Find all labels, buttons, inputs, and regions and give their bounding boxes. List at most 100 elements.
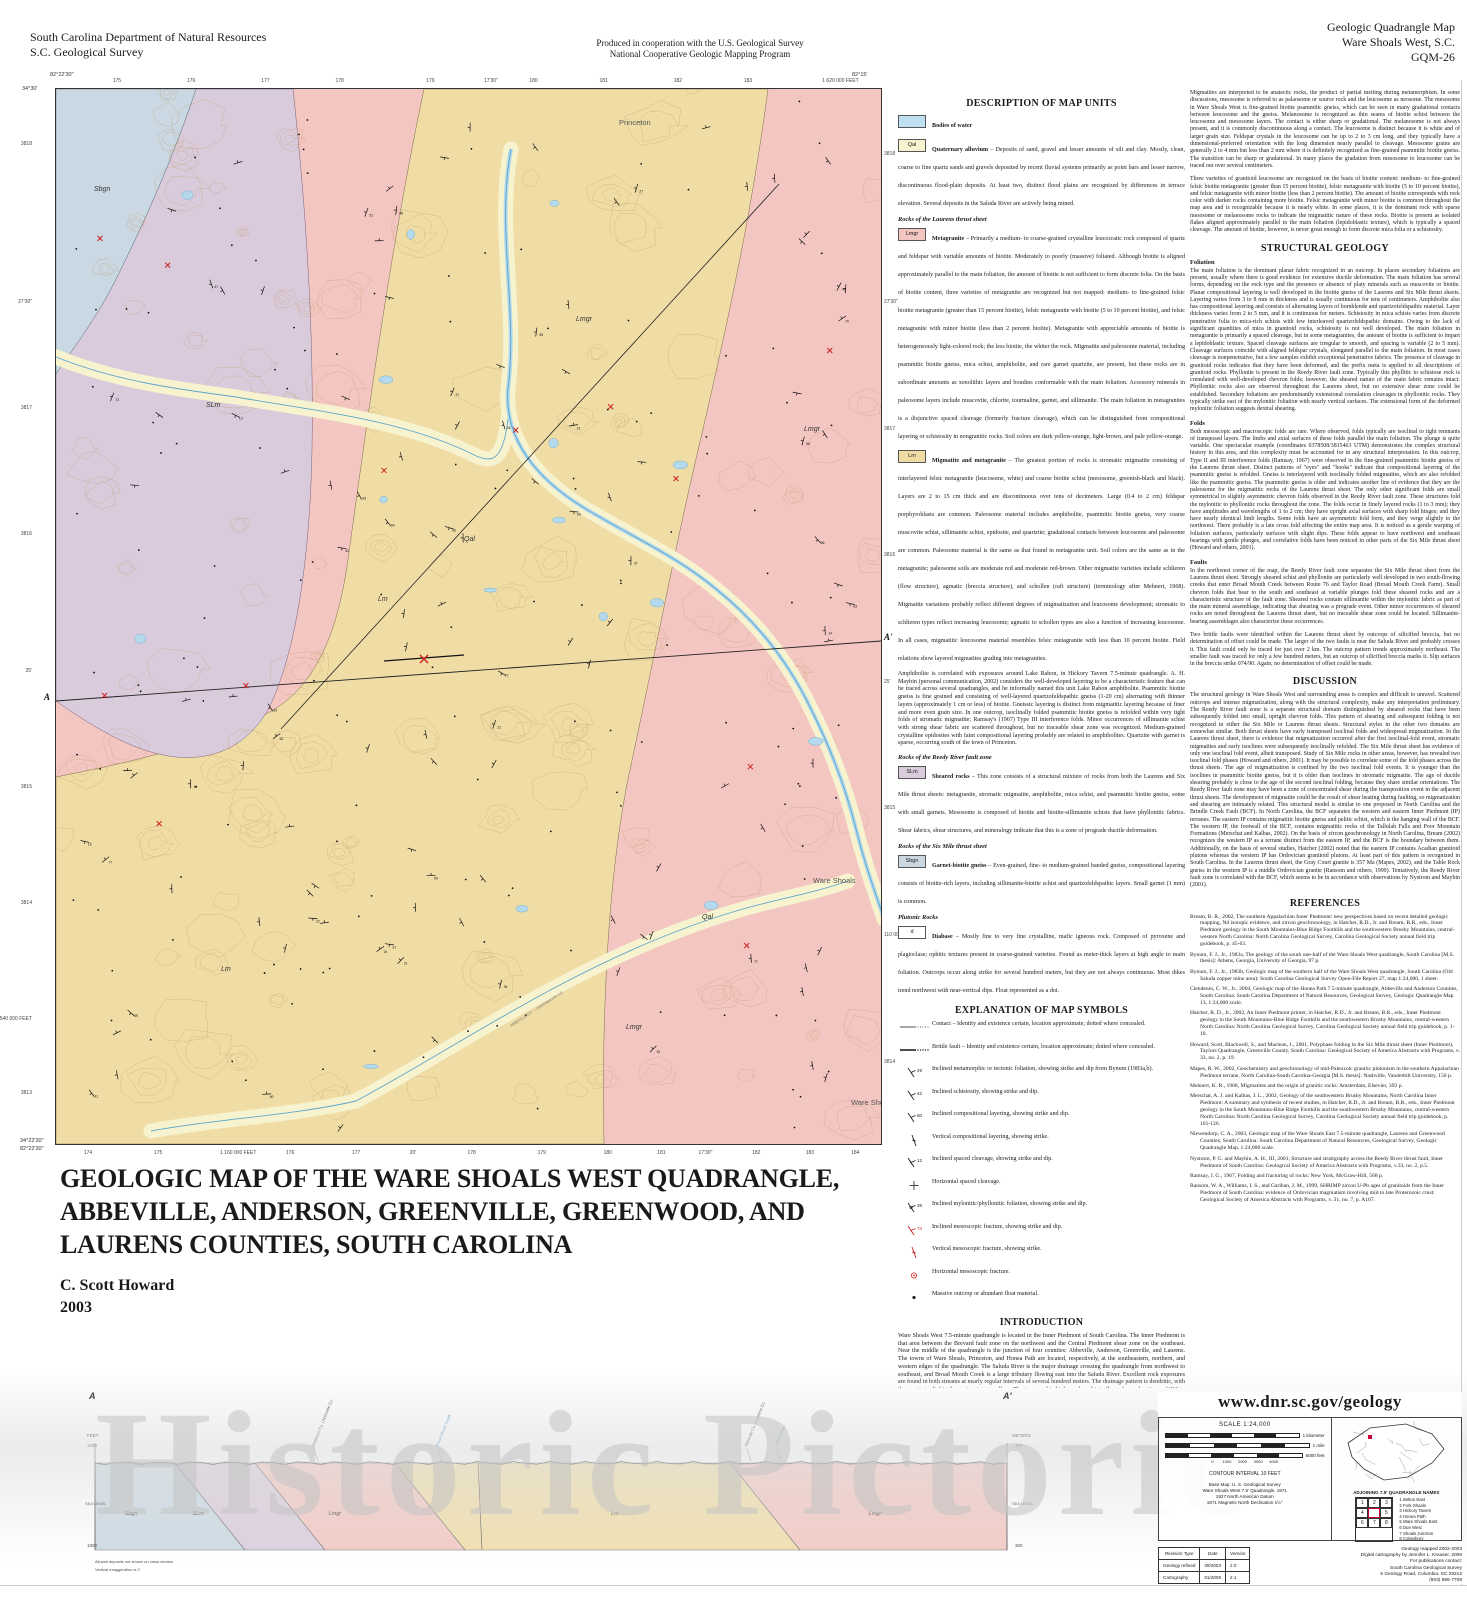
symbol-description: Contact – Identity and existence certain… [932, 1021, 1146, 1028]
scale-bar-segments [1165, 1433, 1300, 1438]
unit-name: Quaternary alluvium [932, 147, 991, 153]
adjoining-quad-cell: 7 [1368, 1518, 1381, 1528]
svg-text:12: 12 [917, 1158, 923, 1163]
symbol-description: Inclined compositional layering, showing… [932, 1111, 1070, 1118]
svg-text:65: 65 [452, 529, 456, 533]
graticule-label: 177 [352, 1150, 361, 1156]
symbol-description: Horizontal mesoscopic fracture. [932, 1268, 1011, 1275]
scale-bar-label: 5000 feet [1305, 1453, 1325, 1458]
structural-paragraph: Both mesoscopic and macroscopic folds ar… [1190, 428, 1460, 552]
series-header: Geologic Quadrangle Map Ware Shoals West… [1120, 20, 1455, 65]
symbol-row: Horizontal mesoscopic fracture. [898, 1269, 1185, 1287]
graticule-label: 183 [805, 1150, 815, 1156]
map-unit-entry: Lm Migmatite and metagranite – The greate… [898, 449, 1185, 665]
base-map-credit: Base Map: U. S. Geological Survey Ware Sh… [1163, 1482, 1327, 1506]
corner-coordinate: 82°22'30" [50, 72, 74, 78]
svg-text:71: 71 [754, 959, 758, 963]
coop-line1: Produced in cooperation with the U.S. Ge… [596, 38, 804, 48]
series-line3: GQM-26 [1411, 50, 1455, 64]
reference-item: Bynum, F. J., Jr., 1983a, The geology of… [1190, 951, 1455, 965]
symbol-description: Inclined mylonitic/phyllonitic foliation… [932, 1201, 1088, 1208]
reference-item: Bream, B. R., 2002, The southern Appalac… [1190, 913, 1455, 948]
structural-paragraph: In the northwest corner of the map, the … [1190, 567, 1460, 625]
graticule-label: 179 [426, 78, 435, 84]
section-endpoint-a-prime: A' [884, 632, 893, 642]
graticule-label: 27'30" [18, 299, 32, 305]
symbol-row: 12 Inclined spaced cleavage, showing stri… [898, 1156, 1185, 1174]
contact-line: Digital cartography by Jennifer L. Kraus… [1360, 1553, 1462, 1559]
agency-line2: S.C. Geological Survey [30, 45, 144, 59]
svg-text:63: 63 [853, 605, 857, 609]
symbol-row: Vertical mesoscopic fracture, showing st… [898, 1246, 1185, 1264]
map-author: C. Scott Howard [60, 1277, 175, 1294]
inclined-schistosity-icon: 42 [898, 1089, 932, 1107]
description-of-map-units-title: DESCRIPTION OF MAP UNITS [966, 98, 1117, 109]
graticule-label: 180 [603, 1150, 612, 1156]
svg-text:15: 15 [88, 842, 92, 846]
svg-text:Qal: Qal [702, 914, 713, 921]
svg-text:66: 66 [821, 541, 825, 545]
svg-text:Lm: Lm [221, 966, 231, 973]
svg-text:39: 39 [134, 1014, 138, 1018]
series-line1: Geologic Quadrangle Map [1327, 20, 1455, 34]
svg-text:15: 15 [656, 1050, 660, 1054]
svg-text:42: 42 [917, 1091, 923, 1096]
revision-table-row: Cartography 01/2009 2.1 [1157, 1571, 1251, 1585]
unit-SLm-swatch: SLm [898, 766, 926, 780]
symbol-description: Inclined schistosity, showing strike and… [932, 1088, 1039, 1095]
svg-text:73: 73 [115, 398, 119, 402]
structural-subheading: Foliation [1190, 258, 1215, 266]
graticule-label: 3818 [884, 151, 896, 158]
svg-text:60: 60 [917, 1113, 923, 1118]
svg-text:54: 54 [434, 877, 438, 881]
svg-text:21: 21 [577, 426, 581, 430]
adjoining-quad-cell: 8 [1380, 1518, 1393, 1528]
scale-bar-label: 1 mile [1312, 1443, 1325, 1448]
reference-item: Mehnert, K. R., 1968, Migmatites and the… [1190, 1083, 1403, 1090]
map-info-panel: www.dnr.sc.gov/geology SCALE 1:24,000 1 … [1157, 1392, 1462, 1585]
reference-item: Ransom, W. A., Williams, I. S., and Gari… [1190, 1183, 1444, 1204]
inclined-spaced-cleavage-icon: 12 [898, 1156, 932, 1174]
migmatite-discussion-paragraph: Migmatites are interpreted to be anatect… [1190, 90, 1460, 169]
svg-text:52: 52 [280, 737, 284, 741]
graticule-label: 25' [25, 668, 32, 675]
adjoining-quad-name: 8 Cokesbury [1399, 1536, 1424, 1542]
structural-geology-text: Foliation The main foliation is the domin… [1190, 259, 1460, 669]
contact-line: South Carolina Geological Survey [1390, 1565, 1462, 1571]
graticule-label: 20' [409, 1150, 417, 1156]
unit-Sbgn-swatch: Sbgn [898, 855, 926, 869]
scale-and-location-box: SCALE 1:24,000 1 kilometer 1 mile 5000 fee… [1158, 1417, 1462, 1542]
adjoining-quad-name: 1 Belton East [1399, 1497, 1425, 1502]
svg-text:Ware Shoals: Ware Shoals [813, 876, 856, 885]
unit-d-swatch: d [898, 926, 926, 940]
symbol-row: 35 Inclined mylonitic/phyllonitic foliati… [898, 1201, 1185, 1219]
discussion-text: The structural geology in Ware Shoals We… [1190, 692, 1460, 889]
coop-line2: National Cooperative Geologic Mapping Pr… [609, 49, 791, 59]
sheet-edge-right [1461, 80, 1462, 1585]
graticule-label: 184 [851, 1150, 860, 1156]
svg-text:11: 11 [95, 1094, 99, 1098]
vertical-compositional-layering-icon [898, 1134, 932, 1152]
corner-coordinate: 34°22'30" [20, 1138, 44, 1144]
reference-item: Niewendorp, C. A., 2003, Geologic map of… [1190, 1131, 1445, 1152]
symbol-description: Massive outcrop or abundant float materi… [932, 1291, 1039, 1298]
unit-group-heading: Plutonic Rocks [898, 914, 938, 922]
revision-table-cell: Geology refined [1157, 1559, 1201, 1573]
revision-table-cell: 2.1 [1225, 1571, 1251, 1585]
symbol-row: Vertical compositional layering, showing… [898, 1134, 1185, 1152]
graticule-label: 25' [884, 678, 891, 685]
graticule-label: 3815 [20, 784, 32, 791]
graticule-label: 1 620 000 FEET [822, 78, 859, 84]
graticule-label: 1 160 000 FEET [220, 1150, 257, 1156]
reference-item: Ramsay, J. G., 1967, Folding and fractur… [1190, 1173, 1384, 1179]
svg-text:SLm: SLm [206, 402, 221, 409]
adjoining-quad-cell: 4 [1356, 1508, 1369, 1518]
graticule-label: 27'30" [884, 299, 898, 305]
graticule-label: 177 [261, 78, 270, 84]
symbol-row: Contact – Identity and existence certain… [898, 1021, 1185, 1039]
massive-outcrop-icon [898, 1291, 932, 1309]
graticule-label: 178 [335, 78, 344, 84]
migmatite-discussion-text: Migmatites are interpreted to be anatect… [1190, 90, 1460, 235]
base-map-line: 1971 Magnetic North Declination 1½° [1206, 1500, 1283, 1505]
